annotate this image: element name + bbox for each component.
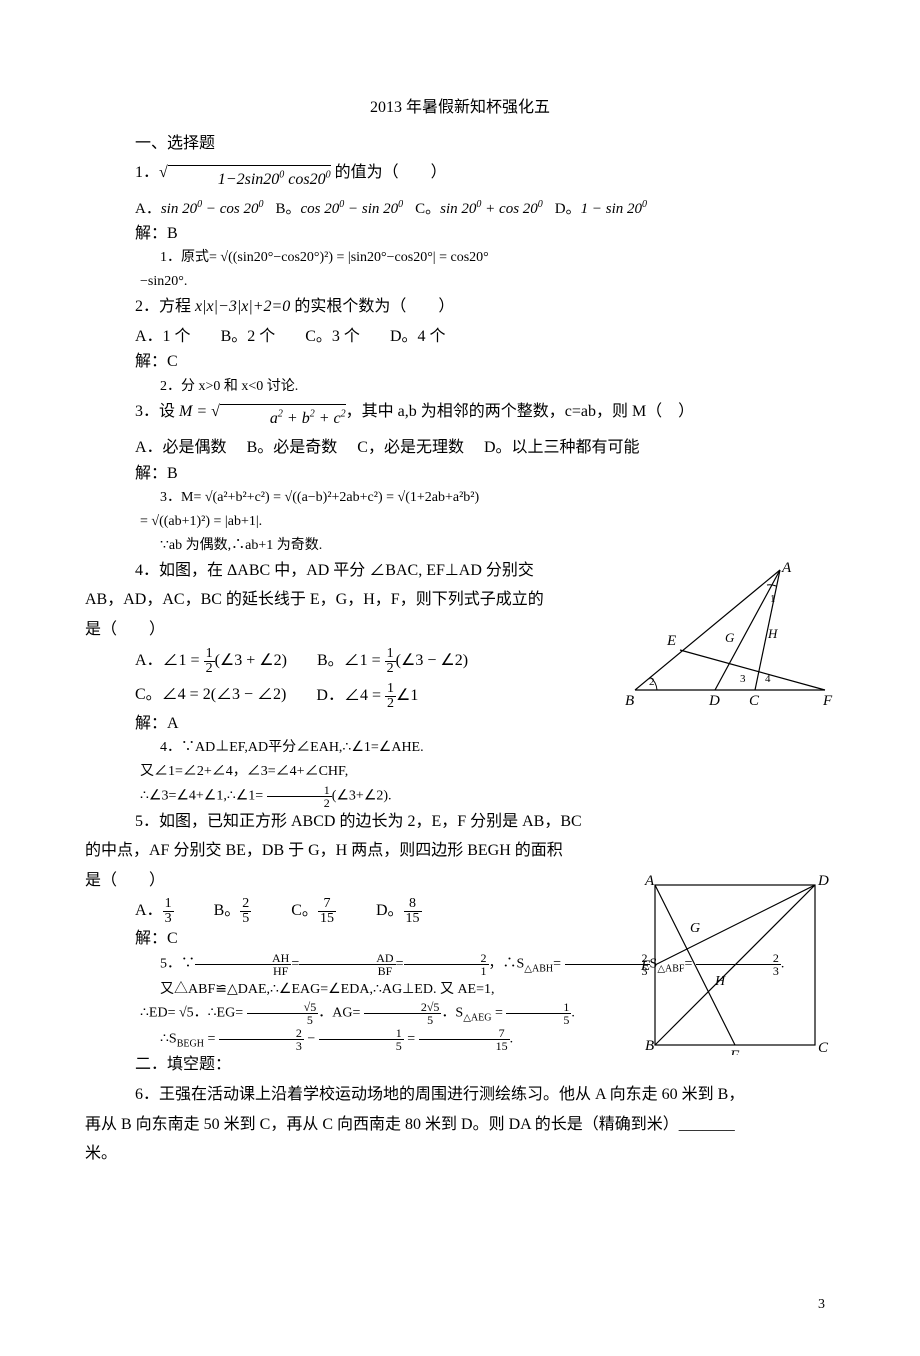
svg-text:D: D (708, 693, 720, 709)
svg-text:1: 1 (770, 593, 776, 605)
svg-text:C: C (818, 1040, 829, 1055)
svg-text:G: G (725, 630, 735, 645)
svg-text:F: F (822, 693, 833, 709)
q5-opt-d: D。815 (376, 897, 422, 926)
q2-step1: 2．分 x>0 和 x<0 讨论. (85, 375, 835, 399)
svg-text:H: H (714, 974, 726, 989)
q5-stem-line1: 5．如图，已知正方形 ABCD 的边长为 2，E，F 分别是 AB，BC (85, 809, 835, 835)
q3-opt-b: B。必是奇数 (247, 439, 338, 456)
svg-text:B: B (645, 1038, 654, 1054)
square-diagram: A B C D E F G H (635, 870, 835, 1055)
q1-opt-d: D。1 − sin 200 (555, 197, 647, 221)
q3-step2: = √((ab+1)²) = |ab+1|. (85, 510, 835, 534)
svg-text:E: E (666, 633, 676, 649)
svg-text:E: E (640, 958, 650, 974)
q4-opt-d: D．∠4 = 12∠1 (316, 682, 418, 711)
q6-stem-line2: 再从 B 向东南走 50 米到 C，再从 C 向西南走 80 米到 D。则 DA… (85, 1112, 835, 1138)
q4-step1: 4．∵AD⊥EF,AD平分∠EAH,∴∠1=∠AHE. (85, 736, 835, 760)
q1-opt-c: C。sin 200 + cos 200 (415, 197, 543, 221)
q4-step2: 又∠1=∠2+∠4，∠3=∠4+∠CHF, (85, 760, 835, 784)
svg-text:A: A (644, 873, 655, 889)
q4-opt-a: A．∠1 = 12(∠3 + ∠2) (135, 647, 287, 676)
q1-opt-a: A．sin 200 − cos 200 (135, 197, 263, 221)
q5-opt-c: C。715 (291, 897, 336, 926)
svg-text:3: 3 (740, 673, 746, 685)
q2-opt-b: B。2 个 (221, 324, 276, 350)
q2-opt-c: C。3 个 (305, 324, 360, 350)
q4-opt-c: C。∠4 = 2(∠3 − ∠2) (135, 682, 286, 711)
svg-text:C: C (749, 693, 760, 709)
svg-text:H: H (767, 626, 778, 641)
q1-options: A．sin 200 − cos 200 B。cos 200 − sin 200 … (85, 197, 835, 221)
svg-text:4: 4 (765, 673, 771, 685)
q3-options: A．必是偶数 B。必是奇数 C，必是无理数 D。以上三种都有可能 (85, 435, 835, 461)
q1-step1: 1．原式= √((sin20°−cos20°)²) = |sin20°−cos2… (85, 246, 835, 270)
q5-opt-a: A．13 (135, 897, 174, 926)
q3-stem: 3．设 M = √a2 + b2 + c2，其中 a,b 为相邻的两个整数，c=… (85, 399, 835, 432)
q3-opt-d: D。以上三种都有可能 (484, 439, 640, 456)
svg-text:2: 2 (649, 676, 655, 688)
section-heading: 一、选择题 (85, 131, 835, 157)
q2-answer: 解：C (85, 349, 835, 375)
q1-stem: 1．√1−2sin200 cos200 的值为（ ） (85, 160, 835, 193)
svg-text:G: G (690, 921, 700, 936)
svg-text:A: A (781, 560, 792, 576)
svg-text:D: D (817, 873, 829, 889)
q4-opt-b: B。∠1 = 12(∠3 − ∠2) (317, 647, 468, 676)
q6-stem-line1: 6．王强在活动课上沿着学校运动场地的周围进行测绘练习。他从 A 向东走 60 米… (85, 1082, 835, 1108)
q1-step2: −sin20°. (85, 270, 835, 294)
section-heading-2: 二．填空题： (85, 1052, 835, 1078)
page-number: 3 (818, 1294, 825, 1316)
q1-opt-b: B。cos 200 − sin 200 (275, 197, 403, 221)
q4-step3: ∴∠3=∠4+∠1,∴∠1= 12(∠3+∠2). (85, 784, 835, 809)
svg-text:B: B (625, 693, 634, 709)
q2-stem: 2．方程 x|x|−3|x|+2=0 的实根个数为（ ） (85, 294, 835, 320)
q3-step1: 3．M= √(a²+b²+c²) = √((a−b)²+2ab+c²) = √(… (85, 486, 835, 510)
q3-step3: ∵ab 为偶数,∴ab+1 为奇数. (85, 534, 835, 558)
q5-stem-line2: 的中点，AF 分别交 BE，DB 于 G，H 两点，则四边形 BEGH 的面积 (85, 838, 835, 864)
q4-answer: 解：A (85, 711, 835, 737)
page-title: 2013 年暑假新知杯强化五 (85, 95, 835, 121)
q6-stem-line3: 米。 (85, 1141, 835, 1167)
svg-text:F: F (729, 1048, 740, 1055)
q3-opt-a: A．必是偶数 (135, 439, 227, 456)
q2-opt-a: A．1 个 (135, 324, 191, 350)
q5-opt-b: B。25 (214, 897, 252, 926)
q3-answer: 解：B (85, 461, 835, 487)
q3-opt-c: C，必是无理数 (357, 439, 464, 456)
q2-opt-d: D。4 个 (390, 324, 446, 350)
triangle-diagram: A B C D E F G H 1 2 3 4 (625, 560, 835, 710)
q1-answer: 解：B (85, 221, 835, 247)
q2-options: A．1 个 B。2 个 C。3 个 D。4 个 (85, 324, 835, 350)
